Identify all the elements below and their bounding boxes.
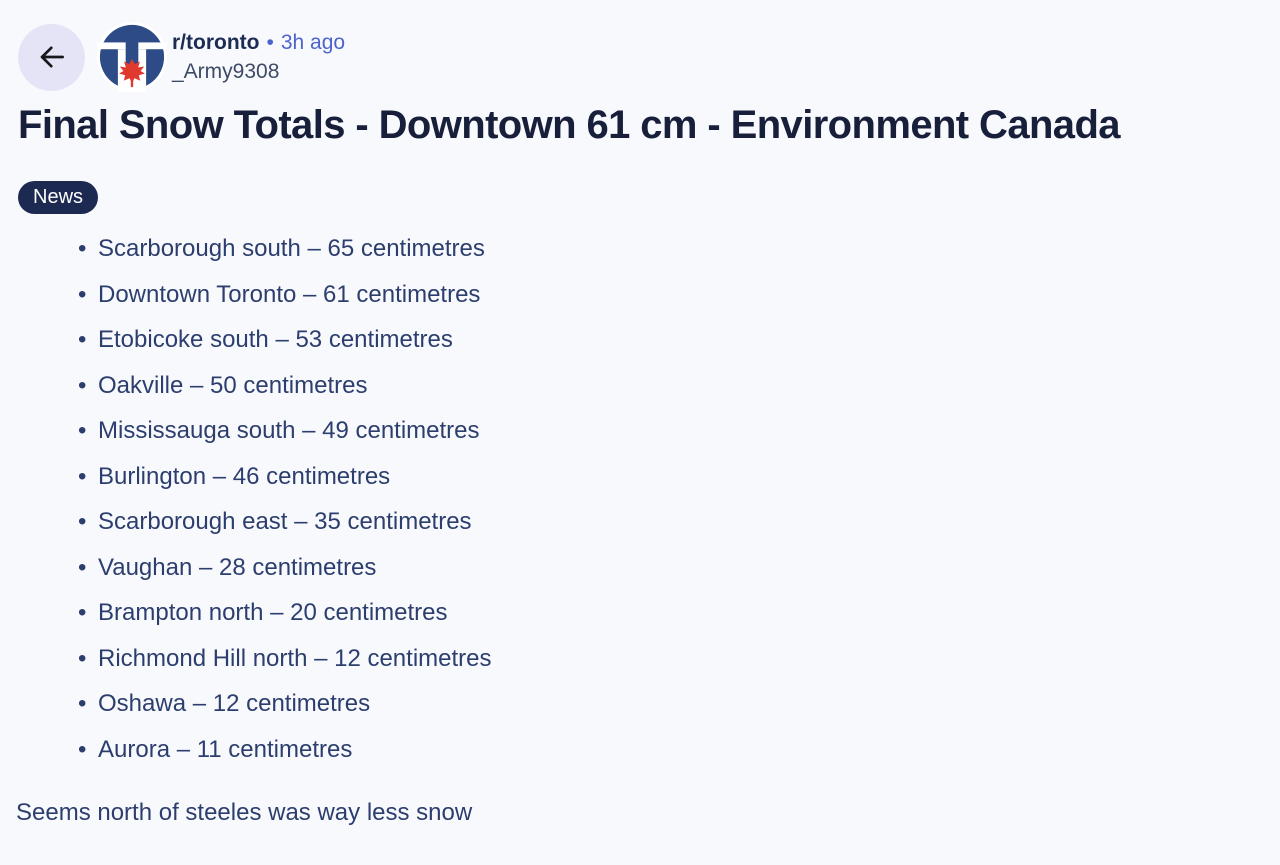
author-link[interactable]: _Army9308 [172, 60, 280, 83]
post-meta-line: r/toronto • 3h ago [172, 28, 345, 57]
list-item: Downtown Toronto – 61 centimetres [78, 272, 1264, 318]
list-item: Richmond Hill north – 12 centimetres [78, 636, 1264, 682]
list-item: Oshawa – 12 centimetres [78, 681, 1264, 727]
post-timestamp: 3h ago [280, 31, 346, 54]
list-item: Vaughan – 28 centimetres [78, 545, 1264, 591]
list-item: Scarborough east – 35 centimetres [78, 499, 1264, 545]
toronto-logo-icon [97, 22, 167, 92]
post-header: r/toronto • 3h ago _Army9308 [18, 22, 1264, 92]
post-body-text: Seems north of steeles was way less snow [16, 799, 473, 826]
flair-badge[interactable]: News [18, 181, 99, 214]
post-page: r/toronto • 3h ago _Army9308 Final Snow … [0, 0, 1280, 829]
list-item: Burlington – 46 centimetres [78, 454, 1264, 500]
list-item: Mississauga south – 49 centimetres [78, 408, 1264, 454]
arrow-left-icon [35, 40, 69, 74]
list-item: Oakville – 50 centimetres [78, 363, 1264, 409]
list-item: Etobicoke south – 53 centimetres [78, 317, 1264, 363]
back-button[interactable] [18, 23, 85, 91]
subreddit-avatar[interactable] [97, 22, 167, 92]
meta-separator: • [266, 31, 274, 54]
list-item: Brampton north – 20 centimetres [78, 590, 1264, 636]
snow-totals-list: Scarborough south – 65 centimetres Downt… [18, 226, 1264, 772]
list-item: Scarborough south – 65 centimetres [78, 226, 1264, 272]
post-meta: r/toronto • 3h ago _Army9308 [172, 28, 345, 86]
post-title: Final Snow Totals - Downtown 61 cm - Env… [18, 103, 1121, 147]
list-item: Aurora – 11 centimetres [78, 727, 1264, 773]
subreddit-link[interactable]: r/toronto [172, 31, 260, 54]
